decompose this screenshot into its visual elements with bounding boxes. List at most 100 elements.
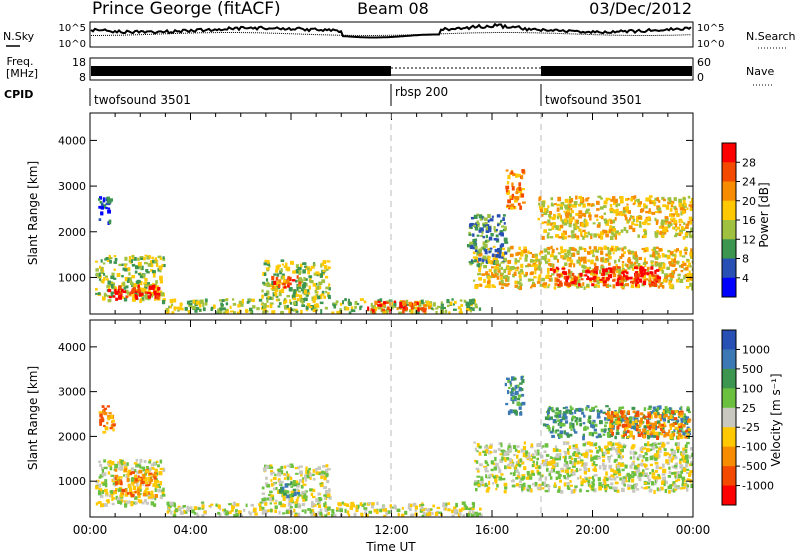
echo-cell [543, 248, 548, 253]
echo-cell [616, 465, 620, 469]
echo-cell [635, 223, 639, 227]
echo-cell [231, 508, 234, 512]
echo-cell [680, 470, 684, 474]
echo-cell [514, 448, 518, 452]
echo-cell [643, 487, 647, 490]
echo-cell [686, 207, 689, 210]
echo-cell [650, 430, 655, 435]
echo-cell [261, 302, 264, 305]
echo-cell [506, 204, 509, 207]
echo-cell [208, 505, 211, 508]
echo-cell [289, 299, 292, 304]
noise-tick-left-top: 10^5 [59, 23, 86, 34]
echo-cell [677, 478, 681, 482]
echo-cell [128, 277, 132, 281]
echo-cell [519, 205, 522, 210]
echo-cell [579, 461, 584, 464]
colorbar-tick-label: 8 [742, 253, 749, 266]
echo-cell [648, 405, 652, 409]
echo-cell [580, 453, 584, 456]
echo-cell [655, 262, 659, 267]
echo-cell [438, 511, 443, 514]
echo-cell [663, 198, 666, 202]
echo-cell [268, 497, 273, 502]
echo-cell [381, 308, 386, 312]
echo-cell [509, 205, 513, 208]
echo-cell [139, 499, 143, 502]
echo-cell [585, 269, 589, 272]
echo-cell [661, 414, 664, 419]
echo-cell [574, 431, 578, 434]
cpid-segment-2: rbsp 200 [395, 85, 448, 99]
echo-cell [517, 189, 522, 193]
echo-cell [592, 478, 595, 482]
echo-cell [515, 461, 519, 464]
echo-cell [540, 487, 545, 490]
echo-cell [609, 208, 614, 212]
echo-cell [638, 421, 643, 425]
echo-cell [491, 272, 493, 276]
echo-cell [560, 419, 563, 422]
echo-cell [682, 197, 686, 200]
echo-cell [202, 302, 205, 308]
echo-cell [499, 458, 504, 463]
echo-cell [173, 502, 176, 507]
echo-cell [669, 423, 672, 427]
echo-cell [283, 297, 287, 301]
echo-cell [374, 300, 378, 305]
echo-cell [630, 263, 634, 267]
x-tick-label: 08:00 [274, 523, 309, 537]
echo-cell [581, 478, 585, 483]
echo-cell [578, 214, 582, 219]
echo-cell [536, 461, 539, 466]
colorbar-tick-label: 500 [742, 363, 763, 376]
echo-cell [599, 216, 602, 218]
echo-cell [568, 219, 572, 224]
echo-cell [524, 254, 529, 258]
echo-cell [132, 485, 137, 490]
echo-cell [477, 272, 482, 276]
echo-cell [532, 263, 537, 266]
echo-cell [616, 413, 620, 418]
echo-cell [632, 255, 635, 259]
echo-cell [532, 453, 535, 457]
echo-cell [551, 273, 555, 276]
echo-cell [133, 462, 138, 465]
colorbar-tick-label: 25 [742, 402, 756, 415]
echo-cell [605, 222, 609, 226]
echo-cell [112, 482, 116, 486]
echo-cell [583, 232, 588, 235]
echo-cell [602, 466, 607, 471]
echo-cell [546, 467, 549, 472]
echo-cell [655, 465, 659, 470]
echo-cell [323, 295, 326, 299]
x-tick-label: 04:00 [173, 523, 208, 537]
echo-cell [370, 308, 373, 311]
velocity-colorbar-label: Velocity [m s⁻¹] [769, 373, 783, 466]
echo-cell [189, 304, 193, 309]
echo-cell [684, 454, 689, 459]
echo-cell [565, 465, 568, 470]
echo-cell [508, 458, 512, 463]
echo-cell [561, 220, 566, 225]
echo-cell [154, 257, 158, 261]
echo-cell [582, 229, 586, 232]
echo-cell [478, 257, 482, 262]
echo-cell [317, 472, 322, 476]
echo-cell [413, 302, 417, 306]
echo-cell [445, 502, 448, 506]
echo-cell [134, 468, 137, 473]
echo-cell [482, 256, 486, 261]
echo-cell [508, 271, 511, 274]
echo-cell [157, 255, 162, 259]
echo-cell [432, 504, 435, 508]
echo-cell [669, 251, 674, 256]
echo-cell [673, 205, 676, 210]
echo-cell [148, 255, 151, 259]
echo-cell [228, 503, 232, 506]
echo-cell [562, 456, 565, 459]
echo-cell [154, 260, 158, 264]
echo-cell [677, 423, 681, 426]
echo-cell [497, 447, 501, 451]
echo-cell [322, 260, 327, 264]
